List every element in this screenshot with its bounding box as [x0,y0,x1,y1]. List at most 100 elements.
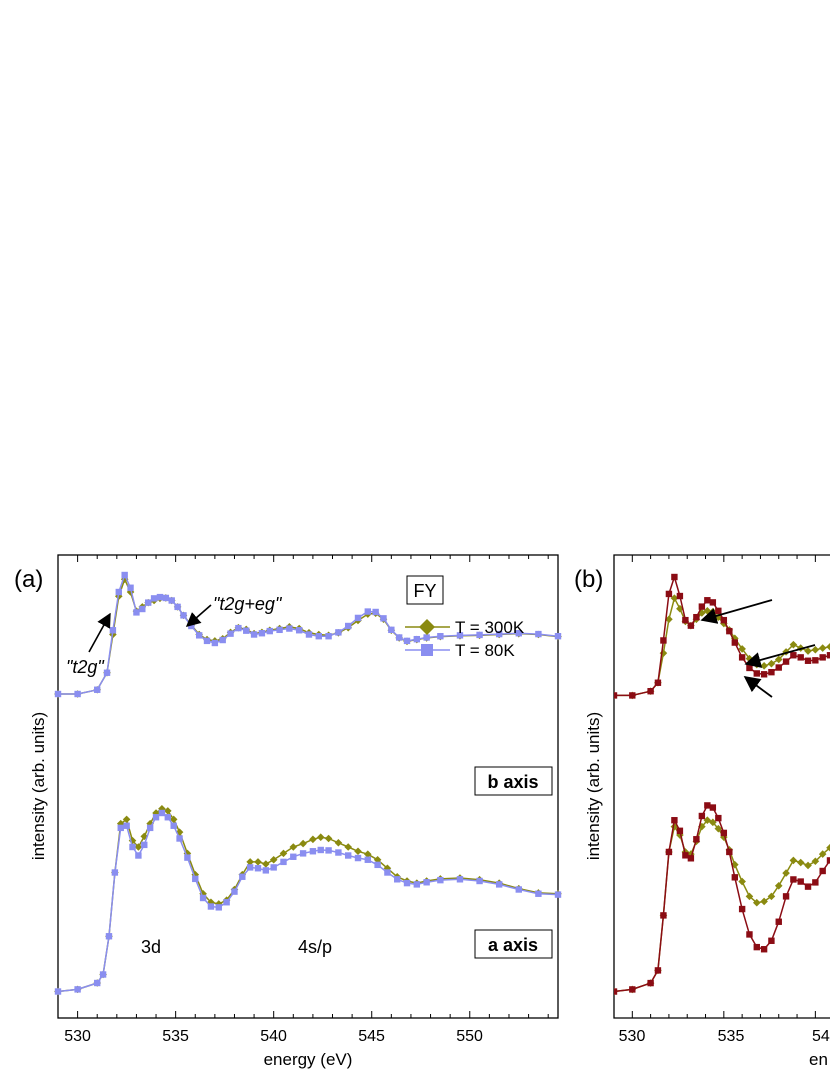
data-point [139,605,146,613]
data-point [437,633,444,640]
data-point [676,592,684,600]
arrow-b-1 [700,599,773,624]
arrow-b-3 [743,676,773,698]
data-point [134,843,143,851]
data-point [299,850,307,857]
data-point [515,886,522,893]
data-point [413,635,421,643]
data-point [158,809,166,817]
annotation-t2g: "t2g" [66,657,105,677]
data-point [126,588,135,596]
b-axis-box [474,766,553,796]
data-point [554,633,562,640]
data-point [54,988,62,995]
data-point [344,852,352,859]
data-point [554,891,562,898]
data-point [335,849,342,856]
data-point [812,879,819,886]
data-point [535,890,542,897]
data-point [184,854,191,861]
data-point [215,904,222,911]
data-point [316,833,325,842]
data-point [364,608,372,615]
data-point [243,627,250,634]
data-point [290,853,297,860]
data-point [295,627,303,634]
annotation-4sp: 4s/p [298,937,332,957]
data-point [54,690,62,698]
series-line [614,576,830,697]
data-point [103,669,111,676]
data-point [344,622,352,630]
data-point [309,848,317,855]
data-point [231,888,238,895]
data-point [266,627,273,635]
data-point [738,905,746,913]
data-point [767,892,776,901]
data-point [804,861,812,870]
data-point [726,627,733,635]
data-point [280,858,287,866]
data-point [394,876,401,883]
data-point [199,894,207,902]
data-point [195,632,203,639]
series-line [614,819,830,993]
data-point [495,630,503,638]
panel-a-tick-labels: 530 535 540 545 550 [64,1028,483,1045]
data-point [715,814,722,822]
panel-a-y-axis-label: intensity (arb. units) [29,712,48,860]
data-point [819,867,826,875]
data-point [811,857,820,866]
panel-a-tick-label: 550 [456,1028,483,1045]
panel-a-legend: FY T = 300K T = 80K [405,575,525,660]
data-point [211,639,219,647]
data-point [286,625,293,632]
data-point [760,662,768,670]
series-line [614,597,830,697]
data-point [164,814,172,821]
data-point [665,615,673,624]
data-point [121,571,128,579]
data-point [246,858,254,866]
data-point [782,869,790,877]
data-point [687,622,695,629]
data-point [395,634,403,641]
data-point [753,670,760,677]
data-point [790,652,797,659]
data-point [207,898,215,907]
data-point [811,645,820,654]
data-point [746,664,753,672]
series-line [57,808,559,993]
data-point [698,603,706,610]
data-point [133,609,140,616]
panel-a: (a) 530 535 540 545 550 energy (eV) inte… [14,554,562,1069]
data-point [797,654,804,661]
data-point [164,807,172,815]
panel-b-plot [614,573,830,996]
data-point [191,870,200,879]
data-point [812,657,819,664]
a-axis-label: a axis [488,935,538,955]
panel-a-x-axis-label: energy (eV) [264,1050,353,1069]
data-point [219,636,226,644]
data-point [99,971,107,978]
data-point [115,588,122,596]
data-point [804,883,812,890]
data-point [738,645,746,653]
data-point [698,812,706,820]
data-point [753,943,760,951]
data-point [262,860,270,868]
annotation-t2g-eg: "t2g+eg" [213,594,283,614]
panel-a-label: (a) [14,566,43,593]
data-point [665,848,673,856]
data-point [456,876,464,883]
a-axis-box [474,929,553,959]
data-point [156,593,164,601]
data-point [354,847,362,856]
data-point [715,607,722,615]
data-point [383,864,392,873]
data-point [403,637,411,645]
data-point [299,839,307,848]
data-point [660,637,667,644]
panel-a-x-ticks [57,555,549,1018]
